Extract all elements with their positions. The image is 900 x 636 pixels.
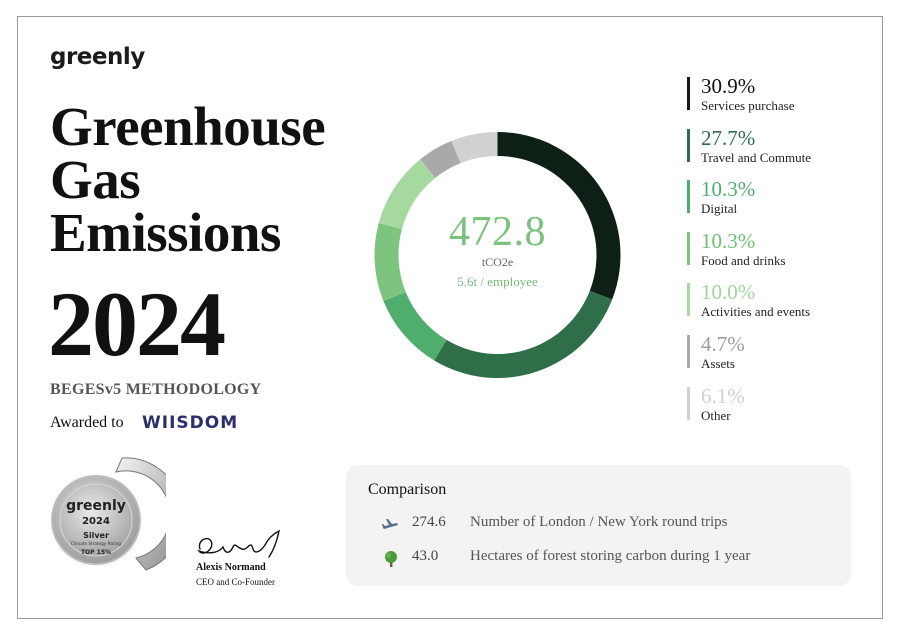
- total-emissions-value: 472.8: [449, 209, 546, 255]
- legend-percentage: 30.9%: [701, 74, 756, 98]
- legend-label: Other: [701, 407, 731, 423]
- methodology-label: BEGESv5 METHODOLOGY: [50, 381, 262, 398]
- legend-label: Food and drinks: [701, 252, 786, 268]
- legend-label: Activities and events: [701, 304, 811, 320]
- certificate-frame: [17, 16, 883, 619]
- legend-color-bar: [687, 77, 690, 110]
- tree-icon: [385, 551, 397, 567]
- legend-item: 27.7% Travel and Commute: [687, 126, 877, 178]
- legend-item: 10.0% Activities and events: [687, 280, 877, 332]
- badge-brand: greenly: [66, 498, 126, 514]
- legend-item: 4.7% Assets: [687, 332, 877, 384]
- badge-level: Silver: [83, 531, 109, 540]
- donut-slice-digital: [383, 292, 447, 361]
- donut-slice-travel-and-commute: [434, 290, 613, 378]
- donut-slice-activities-and-events: [378, 159, 436, 230]
- donut-slice-other: [451, 132, 498, 164]
- page-title: Greenhouse Gas Emissions: [50, 96, 326, 263]
- signatory-role: CEO and Co-Founder: [196, 577, 275, 587]
- legend-label: Assets: [701, 355, 735, 371]
- legend-color-bar: [687, 334, 690, 368]
- emissions-per-employee: 5.6t / employee: [457, 274, 538, 289]
- legend-percentage: 10.3%: [701, 228, 756, 253]
- legend-percentage: 6.1%: [701, 383, 745, 408]
- emissions-donut-chart: [374, 132, 621, 378]
- legend-color-bar: [687, 283, 690, 317]
- title-line-3: Emissions: [50, 202, 281, 263]
- legend-color-bar: [687, 180, 690, 214]
- legend-item: 6.1% Other: [687, 384, 877, 436]
- silver-rating-badge: greenly 2024 Silver Climate Strategy Rat…: [51, 457, 166, 571]
- title-line-2: Gas: [50, 149, 141, 210]
- legend-label: Digital: [701, 201, 738, 217]
- legend-color-bar: [687, 386, 690, 420]
- legend-percentage: 10.0%: [701, 280, 756, 305]
- total-emissions-unit: tCO2e: [481, 255, 514, 269]
- comparison-value: 274.6: [412, 514, 446, 530]
- legend-color-bar: [687, 231, 690, 265]
- awarded-to-label: Awarded to: [50, 414, 124, 431]
- comparison-card: Comparison 274.6 Number of London / New …: [346, 465, 851, 586]
- company-logo: WIISDOM: [142, 413, 239, 433]
- signature-drawing: [197, 529, 280, 558]
- chart-legend: 30.9% Services purchase 27.7% Travel and Co…: [687, 74, 877, 435]
- greenly-logo: greenly: [50, 44, 145, 70]
- airplane-icon: [382, 519, 398, 529]
- legend-percentage: 27.7%: [701, 125, 756, 150]
- donut-slice-assets: [420, 140, 461, 178]
- comparison-title: Comparison: [368, 481, 447, 498]
- donut-slice-services-purchase: [497, 132, 621, 300]
- legend-label: Travel and Commute: [701, 149, 812, 165]
- legend-label: Services purchase: [701, 98, 795, 113]
- legend-item: 30.9% Services purchase: [687, 74, 877, 126]
- badge-rank: TOP 15%: [81, 549, 111, 556]
- comparison-value: 43.0: [412, 548, 439, 564]
- badge-year: 2024: [82, 516, 110, 527]
- badge-subtitle: Climate Strategy Rating: [71, 541, 122, 546]
- legend-percentage: 4.7%: [701, 331, 745, 356]
- donut-slice-food-and-drinks: [374, 222, 406, 301]
- report-year: 2024: [48, 273, 226, 375]
- comparison-label: Hectares of forest storing carbon during…: [470, 548, 751, 564]
- title-line-1: Greenhouse: [50, 96, 326, 157]
- comparison-label: Number of London / New York round trips: [470, 514, 728, 530]
- legend-percentage: 10.3%: [701, 177, 756, 202]
- legend-item: 10.3% Digital: [687, 177, 877, 229]
- legend-item: 10.3% Food and drinks: [687, 229, 877, 281]
- signatory-name: Alexis Normand: [196, 562, 266, 573]
- legend-color-bar: [687, 128, 690, 162]
